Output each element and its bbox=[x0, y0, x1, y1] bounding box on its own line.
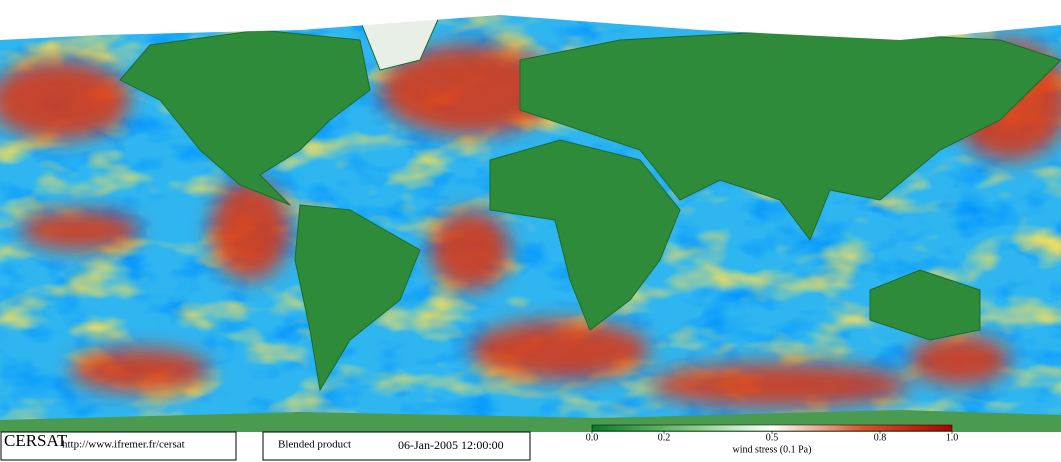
colorbar-ramp bbox=[591, 424, 953, 432]
logo: CERSAT bbox=[4, 431, 68, 450]
colorbar-tick-label: 0.2 bbox=[658, 432, 671, 443]
product: Blended product bbox=[278, 439, 351, 451]
datetime: 06-Jan-2005 12:00:00 bbox=[398, 438, 504, 452]
product-box bbox=[262, 431, 531, 461]
logo-box bbox=[0, 431, 237, 461]
url: http://www.ifremer.fr/cersat bbox=[62, 439, 185, 451]
colorbar-tick-label: 0.5 bbox=[766, 432, 779, 443]
land bbox=[0, 0, 1061, 432]
colorbar-tick-label: 0.8 bbox=[874, 432, 887, 443]
colorbar: wind stress (0.1 Pa) 0.0 0.2 0.5 0.8 1.0 bbox=[586, 424, 959, 455]
colorbar-tick-label: 1.0 bbox=[946, 432, 959, 443]
colorbar-tick-label: 0.0 bbox=[586, 432, 599, 443]
colorbar-label: wind stress (0.1 Pa) bbox=[733, 444, 812, 455]
